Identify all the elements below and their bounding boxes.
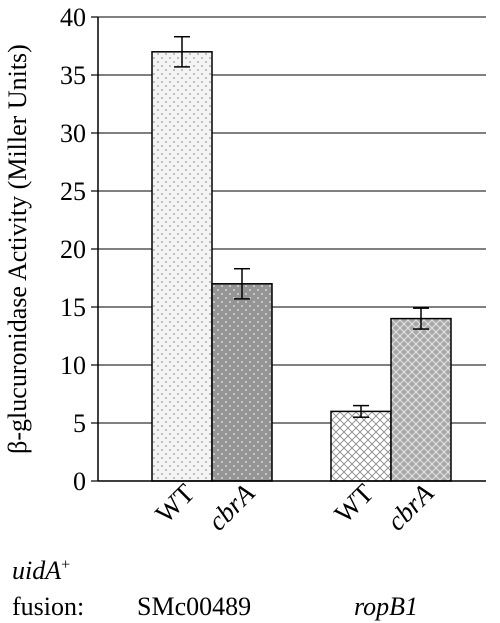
x-tick-label: WT: [149, 478, 200, 529]
x-tick-label: WT: [328, 478, 379, 529]
group-label-2: ropB1: [354, 592, 419, 621]
fusion-label: fusion:: [12, 592, 85, 621]
y-tick-label: 5: [73, 409, 86, 438]
x-tick-label: cbrA: [381, 478, 440, 537]
error-bars: [174, 35, 429, 418]
reporter-label-text: uidA: [12, 556, 62, 585]
y-tick-labels: 0 5 10 15 20 25 30 35 40: [60, 3, 86, 496]
group-label-1: SMc00489: [137, 592, 252, 621]
x-tick-labels: WT cbrA WT cbrA: [149, 478, 439, 537]
y-tick-label: 25: [60, 177, 86, 206]
y-tick-label: 40: [60, 3, 86, 32]
x-tick-label: cbrA: [202, 478, 261, 537]
bar: [390, 317, 452, 482]
y-tick-label: 20: [60, 235, 86, 264]
axes: [97, 17, 486, 482]
reporter-label-sup: +: [61, 556, 71, 574]
reporter-label: uidA+: [12, 556, 70, 586]
bars: [151, 51, 452, 482]
y-tick-label: 15: [60, 293, 86, 322]
y-tick-label: 30: [60, 119, 86, 148]
y-axis-label: β-glucuronidase Activity (Miller Units): [3, 44, 32, 454]
bar: [151, 51, 213, 482]
y-tick-label: 35: [60, 61, 86, 90]
y-tick-label: 10: [60, 351, 86, 380]
bar: [211, 283, 273, 482]
bar: [330, 410, 392, 482]
y-tick-label: 0: [73, 467, 86, 496]
